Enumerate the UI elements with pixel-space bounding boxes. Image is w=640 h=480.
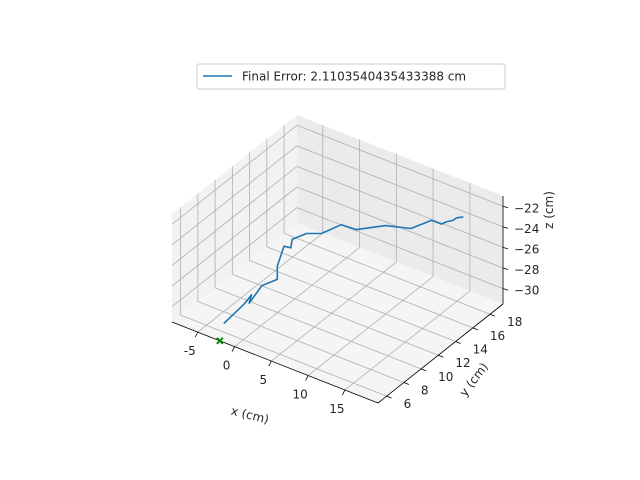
x-tick-mark — [342, 389, 346, 396]
x-tick-label: -5 — [184, 344, 196, 358]
z-grid-left — [171, 186, 298, 287]
plot-data — [216, 216, 464, 345]
x-tick-mark — [231, 346, 235, 352]
z-tick-mark — [502, 205, 509, 209]
z-axis-label: z (cm) — [542, 191, 556, 229]
y-tick-mark — [403, 382, 410, 385]
z-grid-back — [296, 207, 504, 289]
z-grid-back — [296, 145, 504, 228]
y-tick-mark — [472, 327, 478, 331]
y-grid-floor — [232, 273, 439, 356]
y-tick-mark — [438, 354, 444, 358]
z-tick-label: −28 — [514, 263, 539, 277]
z-tick-mark — [502, 288, 509, 291]
axes-panes — [172, 115, 503, 403]
x-tick-mark — [305, 375, 309, 381]
x-axis-label: x (cm) — [230, 404, 271, 427]
x-tick-label: 0 — [223, 359, 231, 373]
z-tick-label: −22 — [514, 201, 539, 215]
x-grid-floor — [271, 261, 397, 362]
z-tick-mark — [502, 267, 509, 270]
y-tick-mark — [489, 313, 496, 317]
trajectory-line — [223, 216, 464, 324]
y-grid-floor — [180, 314, 387, 397]
x-tick-label: 5 — [260, 373, 268, 387]
x-grid-floor — [307, 276, 434, 376]
y-tick-mark — [420, 368, 427, 372]
x-axis-line — [171, 321, 379, 404]
z-tick-mark — [502, 226, 509, 229]
legend-entry-label: Final Error: 2.1103540435433388 cm — [242, 70, 466, 84]
x-grid-floor — [234, 247, 360, 347]
z-tick-mark — [502, 247, 509, 250]
floor-pane — [172, 223, 503, 403]
left-pane — [172, 115, 297, 322]
x-tick-label: 10 — [292, 388, 307, 402]
y-tick-label: 8 — [421, 384, 429, 398]
z-tick-label: −30 — [514, 284, 539, 298]
target-marker-stroke — [216, 337, 224, 345]
x-grid-floor — [344, 290, 471, 391]
z-grid-left — [171, 145, 298, 246]
y-axis-line — [377, 303, 504, 404]
y-tick-label: 18 — [507, 315, 522, 329]
x-tick-mark — [194, 331, 199, 338]
y-tick-label: 6 — [404, 397, 412, 411]
z-grid-left — [171, 124, 298, 225]
y-grid-floor — [266, 246, 473, 329]
axis-lines — [171, 196, 504, 404]
y-grid-floor — [249, 260, 456, 342]
z-grid-left — [171, 207, 298, 307]
x-grid-floor — [197, 232, 323, 333]
legend: Final Error: 2.1103540435433388 cm — [196, 63, 506, 90]
target-marker — [216, 337, 224, 345]
z-grid-back — [296, 166, 504, 248]
z-grid-back — [296, 124, 504, 207]
back-pane — [297, 115, 503, 304]
z-grid-left — [171, 166, 298, 266]
legend-frame — [196, 63, 506, 90]
y-tick-label: 10 — [438, 370, 453, 384]
x-tick-label: 15 — [329, 402, 344, 416]
x-tick-mark — [268, 360, 272, 367]
y-grid-floor — [283, 232, 491, 315]
z-tick-label: −26 — [514, 242, 539, 256]
y-tick-label: 16 — [490, 329, 505, 343]
y-tick-label: 14 — [473, 343, 488, 357]
y-tick-mark — [455, 341, 461, 344]
y-tick-label: 12 — [455, 356, 470, 370]
y-tick-mark — [386, 395, 392, 399]
z-tick-label: −24 — [514, 222, 539, 236]
